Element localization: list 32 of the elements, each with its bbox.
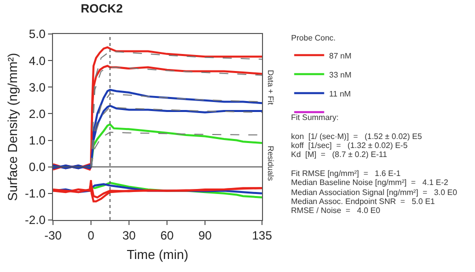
x-tick-label: 0 [88, 228, 95, 242]
text: Median Assoc. Endpoint SNR = 5.0 E1 [291, 197, 436, 206]
text: RMSE / Noise = 4.0 E0 [291, 206, 381, 215]
legend-label: 33 nM [329, 70, 352, 80]
y-tick-label: 0.0 [28, 160, 46, 174]
chart-title: ROCK2 [80, 1, 124, 16]
text: koff [1/sec] = (1.32 ± 0.02) E-5 [291, 141, 408, 150]
y-axis-title: Surface Density (ng/mm²) [4, 52, 20, 202]
legend-label: 87 nM [329, 51, 352, 60]
legend-label: 11 nM [329, 89, 352, 98]
y-tick-label: 2.0 [28, 106, 46, 121]
y-tick-label: -1.0 [24, 186, 46, 201]
text: Data + Fit [266, 70, 276, 106]
y-tick-label: 5.0 [28, 27, 46, 42]
text: Residuals [266, 146, 275, 181]
x-tick-label: -30 [44, 228, 62, 242]
x-tick-label: 60 [160, 228, 174, 242]
text: Kd [M] = (8.7 ± 0.2) E-11 [291, 150, 388, 159]
y-tick-label: 3.0 [28, 80, 46, 94]
legend-title: Probe Conc. [291, 34, 336, 43]
text: kon [1/ (sec·M)] = (1.52 ± 0.02) E5 [291, 132, 422, 141]
x-tick-label: 30 [122, 228, 136, 242]
x-axis-title: Time (min) [126, 247, 188, 262]
x-tick-label: 135 [252, 228, 272, 242]
text: Fit Summary: [291, 113, 339, 122]
text: Fit RMSE [ng/mm²] = 1.6 E-1 [291, 169, 402, 178]
text: Median Baseline Noise [ng/mm²] = 4.1 E-2 [291, 178, 449, 187]
text: Median Association Signal [ng/mm²] = 3.0 E0 [291, 188, 458, 197]
y-tick-label: 4.0 [28, 54, 46, 68]
y-tick-label: -2.0 [24, 213, 46, 228]
x-tick-label: 90 [198, 228, 212, 242]
y-tick-label: 1.0 [28, 133, 46, 148]
